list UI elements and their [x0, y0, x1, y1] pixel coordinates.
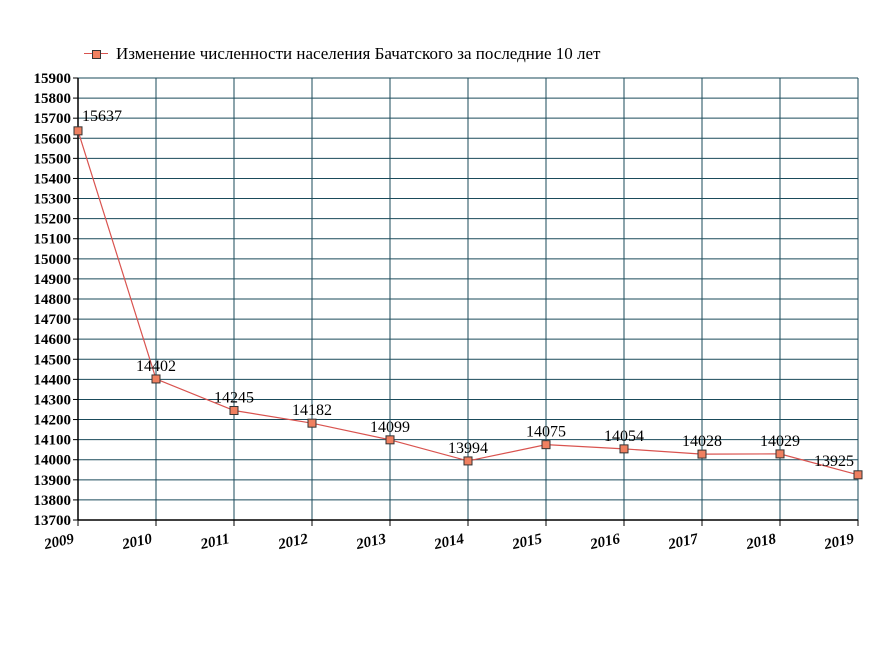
x-tick-label: 2011: [198, 531, 231, 553]
x-tick-label: 2018: [744, 531, 778, 553]
legend-line-marker-icon: [84, 48, 108, 60]
y-tick-label: 15000: [34, 252, 72, 268]
data-label: 13925: [814, 453, 854, 470]
x-tick-label: 2009: [42, 531, 76, 553]
x-tick-label: 2015: [510, 531, 544, 553]
data-point: [151, 374, 161, 384]
y-tick-label: 15700: [34, 111, 72, 127]
x-tick-label: 2016: [588, 531, 622, 553]
y-tick-label: 14600: [34, 332, 72, 348]
y-tick-label: 14300: [34, 392, 72, 408]
y-tick-label: 15200: [34, 212, 72, 228]
data-point: [385, 435, 395, 445]
y-tick-label: 15400: [34, 171, 72, 187]
y-tick-label: 14800: [34, 292, 72, 308]
data-label: 14245: [214, 390, 254, 407]
data-label: 14099: [370, 419, 410, 436]
data-point: [775, 449, 785, 459]
y-tick-label: 14500: [34, 352, 72, 368]
y-tick-label: 13700: [34, 513, 72, 529]
y-tick-label: 14200: [34, 413, 72, 429]
data-point: [541, 440, 551, 450]
data-label: 13994: [448, 440, 488, 457]
y-tick-label: 15100: [34, 232, 72, 248]
x-tick-label: 2017: [666, 531, 700, 553]
data-label: 14402: [136, 358, 176, 375]
y-tick-label: 15800: [34, 91, 72, 107]
data-point: [853, 470, 863, 480]
data-label: 14028: [682, 433, 722, 450]
y-tick-label: 13800: [34, 493, 72, 509]
y-tick-label: 15600: [34, 131, 72, 147]
data-point: [619, 444, 629, 454]
y-tick-label: 14400: [34, 372, 72, 388]
y-tick-label: 15900: [34, 71, 72, 87]
data-label: 14075: [526, 424, 566, 441]
x-tick-label: 2014: [432, 531, 466, 553]
x-tick-label: 2012: [276, 531, 310, 553]
y-tick-label: 15500: [34, 151, 72, 167]
x-tick-label: 2019: [822, 531, 856, 553]
y-tick-label: 14900: [34, 272, 72, 288]
y-tick-label: 13900: [34, 473, 72, 489]
data-label: 14054: [604, 428, 644, 445]
x-tick-label: 2010: [120, 531, 154, 553]
data-point: [463, 456, 473, 466]
x-tick-label: 2013: [354, 531, 388, 553]
y-tick-label: 14100: [34, 433, 72, 449]
data-label: 14182: [292, 402, 332, 419]
data-label: 15637: [82, 108, 122, 125]
data-point: [73, 126, 83, 136]
legend: Изменение численности населения Бачатско…: [84, 44, 600, 64]
data-label: 14029: [760, 433, 800, 450]
y-tick-label: 15300: [34, 192, 72, 208]
legend-label: Изменение численности населения Бачатско…: [116, 44, 601, 63]
data-point: [697, 449, 707, 459]
data-point: [229, 406, 239, 416]
y-tick-label: 14700: [34, 312, 72, 328]
data-point: [307, 418, 317, 428]
y-tick-label: 14000: [34, 453, 72, 469]
